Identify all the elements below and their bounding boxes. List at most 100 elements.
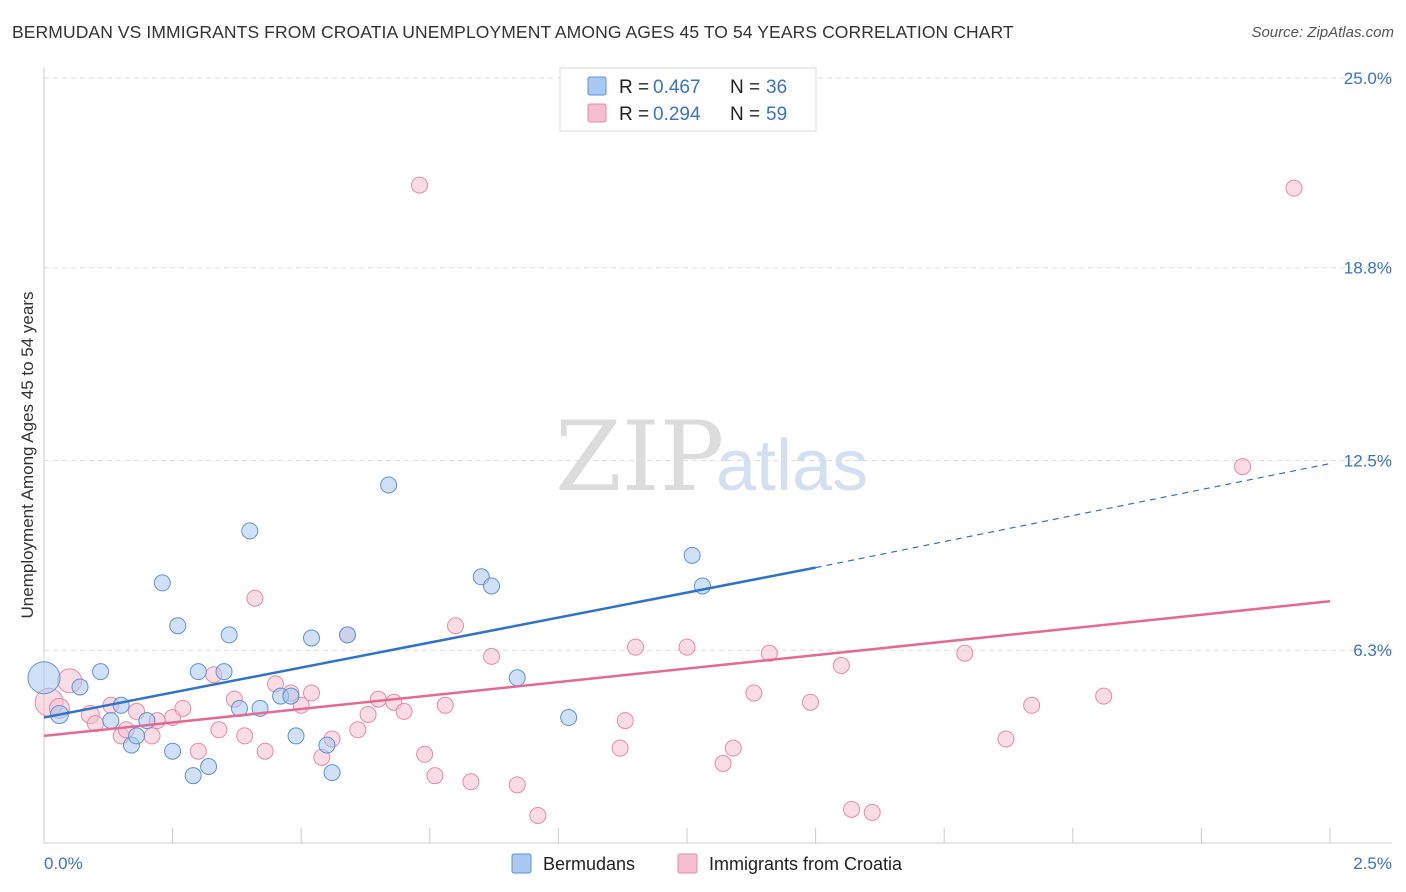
x-tick-label: 2.5% (1353, 854, 1392, 873)
croatia-point (611, 739, 629, 757)
bottom-legend: Bermudans Immigrants from Croatia (511, 853, 903, 874)
croatia-point (1095, 687, 1113, 705)
croatia-point (174, 699, 192, 717)
watermark-zip: ZIP (555, 401, 724, 513)
y-tick-labels: 6.3% 12.5% 18.8% 25.0% (1344, 69, 1392, 660)
croatia-point (1234, 458, 1252, 476)
croatia-point (616, 712, 634, 730)
croatia-point (801, 693, 819, 711)
croatia-point (349, 721, 367, 739)
legend-r-label-blue: R = (619, 77, 649, 98)
croatia-point (236, 727, 254, 745)
bermudans-point (241, 522, 259, 540)
bermudans-trendline (43, 566, 816, 719)
bermudans-point (318, 736, 336, 754)
croatia-point (302, 684, 320, 702)
watermark-atlas: atlas (716, 426, 868, 506)
croatia-point (745, 684, 763, 702)
croatia-point (462, 773, 480, 791)
bermudans-point (220, 626, 238, 644)
bermudans-point (153, 574, 171, 592)
croatia-point (189, 742, 207, 760)
croatia-point (678, 638, 696, 656)
bermudans-point (323, 764, 341, 782)
croatia-point (395, 702, 413, 720)
croatia-point (1285, 179, 1303, 197)
legend-n-value-pink: 59 (766, 104, 787, 125)
bermudans-point (71, 678, 89, 696)
bermudans-point (683, 546, 701, 564)
bermudans-point (287, 727, 305, 745)
croatia-point (529, 806, 547, 824)
bermudans-point (380, 476, 398, 494)
croatia-point (411, 176, 429, 194)
y-tick-label: 18.8% (1344, 259, 1392, 278)
legend-n-value-blue: 36 (766, 77, 787, 98)
bermudans-trendline-extension (815, 462, 1331, 569)
croatia-point (760, 644, 778, 662)
legend-r-value-pink: 0.294 (653, 104, 701, 125)
bermudans-point (92, 663, 110, 681)
croatia-point (246, 589, 264, 607)
source-label: Source: ZipAtlas.com (1251, 24, 1394, 41)
bottom-legend-label-bermudans: Bermudans (543, 854, 635, 874)
croatia-point (447, 617, 465, 635)
croatia-point (997, 730, 1015, 748)
croatia-point (143, 727, 161, 745)
croatia-point (724, 739, 742, 757)
bermudans-point (200, 758, 218, 775)
bermudans-point (282, 687, 300, 705)
croatia-point (483, 647, 501, 665)
trendlines (43, 462, 1331, 738)
bermudans-point (338, 626, 356, 644)
croatia-point (627, 638, 645, 656)
croatia-point (359, 705, 377, 723)
bermudans-point (27, 661, 61, 695)
bermudans-point (508, 669, 526, 687)
bottom-legend-label-croatia: Immigrants from Croatia (709, 854, 903, 874)
croatia-point (436, 696, 454, 714)
y-tick-label: 12.5% (1344, 452, 1392, 471)
croatia-point (863, 803, 881, 821)
x-tick-labels: 0.0% 2.5% (44, 854, 1392, 873)
legend-r-label-pink: R = (619, 104, 649, 125)
legend-n-label-pink: N = (730, 104, 760, 125)
croatia-point (416, 745, 434, 763)
bermudans-point (483, 577, 501, 595)
y-axis-label: Unemployment Among Ages 45 to 54 years (18, 292, 37, 619)
bottom-legend-swatch-bermudans (511, 853, 532, 874)
bermudans-point (102, 712, 120, 730)
croatia-point (714, 754, 732, 772)
bottom-legend-swatch-croatia (677, 853, 698, 874)
bermudans-point (112, 696, 130, 714)
legend-swatch-blue (587, 76, 607, 96)
croatia-point (426, 767, 444, 785)
watermark: ZIP atlas (555, 401, 868, 513)
bermudans-point (164, 742, 182, 760)
bermudans-point (560, 709, 578, 727)
legend-swatch-pink (587, 103, 607, 123)
x-tick-label: 0.0% (44, 854, 83, 873)
croatia-point (843, 800, 861, 818)
y-tick-label: 25.0% (1344, 69, 1392, 88)
croatia-point (256, 742, 274, 760)
bermudans-point (184, 767, 202, 785)
bermudans-point (128, 727, 146, 745)
croatia-trendline (43, 600, 1331, 738)
chart-title: BERMUDAN VS IMMIGRANTS FROM CROATIA UNEM… (12, 22, 1014, 42)
croatia-point (832, 657, 850, 675)
legend-r-value-blue: 0.467 (653, 77, 701, 98)
y-tick-label: 6.3% (1353, 641, 1392, 660)
x-minor-ticks (172, 828, 1331, 843)
top-legend: R = 0.467 N = 36 R = 0.294 N = 59 (559, 67, 817, 132)
croatia-point (210, 721, 228, 739)
bermudans-point (302, 629, 320, 647)
gridlines (44, 77, 1392, 651)
bermudans-point (169, 617, 187, 635)
croatia-point (1023, 696, 1041, 714)
croatia-point (508, 776, 526, 794)
legend-n-label-blue: N = (730, 77, 760, 98)
bermudans-point (189, 663, 207, 681)
bermudans-point (215, 663, 233, 681)
